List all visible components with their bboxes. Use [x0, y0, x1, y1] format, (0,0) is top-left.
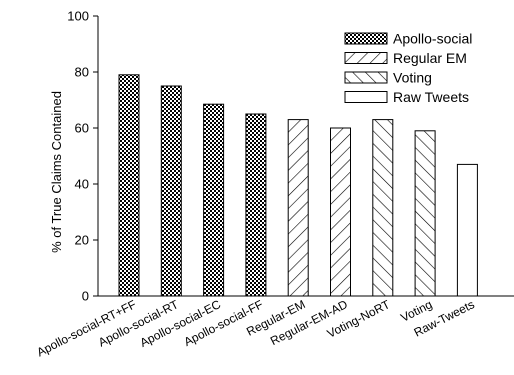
bar: [456, 163, 478, 297]
x-axis: Apollo-social-RT+FFApollo-social-RTApoll…: [34, 295, 514, 359]
bars: [118, 74, 478, 297]
y-tick-label: 80: [75, 65, 89, 80]
legend: Apollo-social Regular EM Voting Raw Tweets: [344, 31, 472, 105]
legend-swatch: [344, 52, 388, 64]
bar: [414, 130, 436, 297]
y-tick-label: 0: [82, 289, 89, 304]
legend-label: Raw Tweets: [393, 89, 469, 105]
bar: [287, 119, 309, 297]
bar: [330, 127, 351, 297]
legend-label: Apollo-social: [393, 31, 472, 47]
bar: [203, 103, 225, 297]
bar: [372, 119, 394, 297]
bar: [160, 85, 182, 297]
y-tick-label: 40: [75, 177, 89, 192]
y-axis: 0 20 40 60 80 100: [67, 9, 99, 304]
y-tick-label: 60: [75, 121, 89, 136]
legend-swatch: [344, 71, 388, 84]
bar: [118, 74, 140, 297]
legend-label: Voting: [393, 70, 432, 86]
y-tick-label: 20: [75, 233, 89, 248]
legend-swatch: [344, 32, 388, 45]
y-tick-label: 100: [67, 9, 89, 24]
bar: [245, 113, 267, 297]
y-axis-label: % of True Claims Contained: [49, 91, 64, 253]
legend-swatch: [344, 91, 388, 103]
legend-label: Regular EM: [393, 50, 467, 66]
